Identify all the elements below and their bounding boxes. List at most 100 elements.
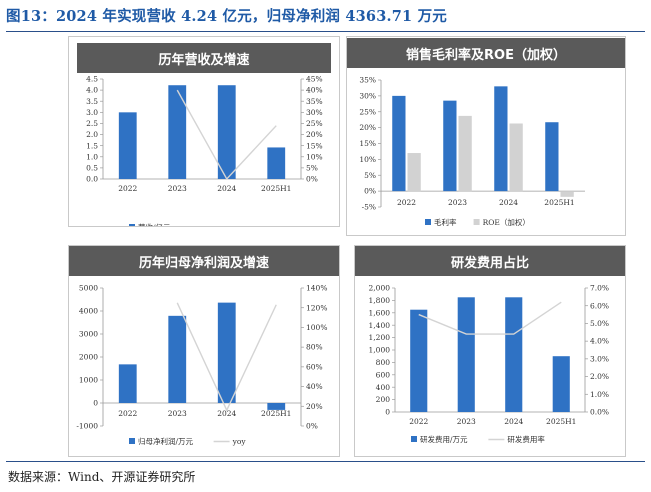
profit-legend-label: yoy: [232, 437, 247, 446]
margin-left-tick-label: 10%: [359, 155, 376, 164]
profit-right-tick-label: 140%: [306, 284, 327, 293]
rnd-left-tick-label: 1,400: [369, 321, 391, 330]
profit-line-series: [176, 302, 277, 412]
rnd-legend-label: 研发费用率: [507, 434, 545, 444]
margin-left-tick-label: 0%: [364, 187, 376, 196]
revenue-category-label: 2025H1: [261, 184, 291, 193]
rnd-right-tick-label: 3.0%: [590, 354, 609, 363]
revenue-right-tick-label: 25%: [306, 119, 323, 128]
profit-chart-panel: 历年归母净利润及增速 -1000 0 1000 2000 3000 4000 5000 0% 2…: [68, 245, 340, 457]
profit-right-tick-label: 0%: [306, 422, 318, 431]
margin-legend-bar-swatch: [425, 219, 431, 225]
revenue-bar-primary: [168, 85, 187, 179]
revenue-left-tick-label: 0.5: [86, 163, 98, 172]
revenue-left-tick-label: 2.5: [86, 119, 98, 128]
rnd-right-tick-label: 7.0%: [590, 284, 609, 293]
revenue-left-tick-label: 0.0: [86, 175, 98, 184]
revenue-legend-label: yoy: [210, 223, 225, 226]
revenue-right-tick-label: 35%: [306, 97, 323, 106]
margin-left-tick-label: 35%: [359, 76, 376, 85]
revenue-legend-label: 营收/亿元: [138, 222, 171, 226]
rnd-category-label: 2022: [409, 417, 428, 426]
revenue-left-tick-label: 3.0: [86, 108, 98, 117]
profit-bar-primary: [217, 302, 236, 403]
margin-category-label: 2022: [397, 198, 416, 207]
revenue-bar-primary: [217, 85, 236, 179]
profit-bar-primary: [118, 364, 137, 403]
source-note: 数据来源：Wind、开源证券研究所: [8, 470, 196, 484]
margin-legend-label: ROE（加权）: [483, 217, 530, 227]
revenue-left-tick-label: 1.0: [86, 152, 98, 161]
rnd-left-tick-label: 200: [376, 395, 391, 404]
revenue-chart-panel: 历年营收及增速 0.0 0.5 1.0 1.5 2.0 2.5 3.0 3.5 4.0 4.5 0%…: [68, 36, 340, 227]
margin-bar-secondary: [560, 191, 574, 197]
rnd-legend-label: 研发费用/万元: [420, 434, 468, 444]
profit-chart-svg: -1000 0 1000 2000 3000 4000 5000 0% 20% 40% 60% 80%…: [76, 284, 327, 446]
margin-category-label: 2024: [499, 198, 518, 207]
margin-chart-panel: 销售毛利率及ROE（加权） -5% 0% 5% 10% 15% 20% 25% 30% 35% 2…: [346, 36, 626, 236]
profit-left-tick-label: 4000: [79, 307, 98, 316]
revenue-right-tick-label: 15%: [306, 141, 323, 150]
profit-legend-bar-swatch: [129, 438, 135, 444]
rnd-left-tick-label: 1,000: [369, 346, 391, 355]
rnd-left-tick-label: 1,200: [369, 333, 391, 342]
rnd-left-tick-label: 1,800: [369, 296, 391, 305]
revenue-left-tick-label: 2.0: [86, 130, 98, 139]
rnd-line-series: [418, 301, 562, 335]
margin-chart-svg: -5% 0% 5% 10% 15% 20% 25% 30% 35% 2022 2023 2024 202…: [359, 76, 585, 227]
margin-bar-primary: [392, 95, 406, 192]
profit-bar-primary: [168, 315, 187, 403]
margin-left-tick-label: 20%: [359, 123, 376, 132]
margin-bar-secondary: [509, 123, 523, 192]
rnd-right-tick-label: 2.0%: [590, 372, 609, 381]
profit-left-tick-label: 0: [93, 399, 98, 408]
bottom-rule: [6, 461, 645, 462]
rnd-bar-primary: [552, 356, 570, 412]
revenue-legend-bar-swatch: [129, 224, 135, 226]
rnd-category-label: 2024: [504, 417, 523, 426]
profit-right-tick-label: 100%: [306, 323, 327, 332]
profit-right-tick-label: 40%: [306, 382, 323, 391]
revenue-left-tick-label: 3.5: [86, 97, 98, 106]
margin-left-tick-label: -5%: [362, 203, 376, 212]
profit-right-tick-label: 60%: [306, 362, 323, 371]
margin-left-tick-label: 25%: [359, 107, 376, 116]
revenue-category-label: 2024: [217, 184, 236, 193]
rnd-right-tick-label: 1.0%: [590, 390, 609, 399]
margin-bar-primary: [443, 100, 457, 192]
rnd-left-tick-label: 1,600: [369, 308, 391, 317]
margin-bar-secondary: [407, 153, 421, 192]
margin-left-tick-label: 15%: [359, 139, 376, 148]
profit-chart-title: 历年归母净利润及增速: [69, 246, 339, 276]
rnd-left-tick-label: 2,000: [369, 284, 391, 293]
rnd-category-label: 2023: [457, 417, 476, 426]
margin-category-label: 2025H1: [544, 198, 574, 207]
rnd-right-tick-label: 6.0%: [590, 301, 609, 310]
rnd-bar-primary: [457, 297, 475, 412]
margin-left-tick-label: 30%: [359, 91, 376, 100]
revenue-right-tick-label: 20%: [306, 130, 323, 139]
margin-legend-bar-swatch: [473, 219, 480, 225]
revenue-right-tick-label: 45%: [306, 75, 323, 84]
revenue-bar-primary: [267, 147, 286, 179]
rnd-bar-primary: [505, 297, 523, 412]
rnd-left-tick-label: 400: [376, 383, 391, 392]
revenue-left-tick-label: 1.5: [86, 141, 98, 150]
rnd-chart-title: 研发费用占比: [355, 246, 625, 276]
rnd-chart-svg: 0 200 400 600 800 1,000 1,200 1,400 1,600 1,800 2,…: [369, 284, 610, 444]
profit-category-label: 2024: [217, 409, 236, 418]
profit-bar-primary: [267, 403, 286, 410]
margin-bar-secondary: [458, 115, 472, 192]
revenue-right-tick-label: 30%: [306, 108, 323, 117]
rnd-left-tick-label: 600: [376, 370, 391, 379]
figure-title: 图13：2024 年实现营收 4.24 亿元，归母净利润 4363.71 万元: [6, 8, 447, 25]
rnd-bar-primary: [410, 309, 428, 412]
revenue-left-tick-label: 4.5: [86, 75, 98, 84]
rnd-category-label: 2025H1: [546, 417, 576, 426]
profit-left-tick-label: 3000: [79, 330, 98, 339]
rnd-right-tick-label: 4.0%: [590, 337, 609, 346]
top-rule: [6, 31, 645, 32]
margin-legend-label: 毛利率: [434, 217, 457, 227]
revenue-right-tick-label: 40%: [306, 86, 323, 95]
profit-right-tick-label: 80%: [306, 343, 323, 352]
